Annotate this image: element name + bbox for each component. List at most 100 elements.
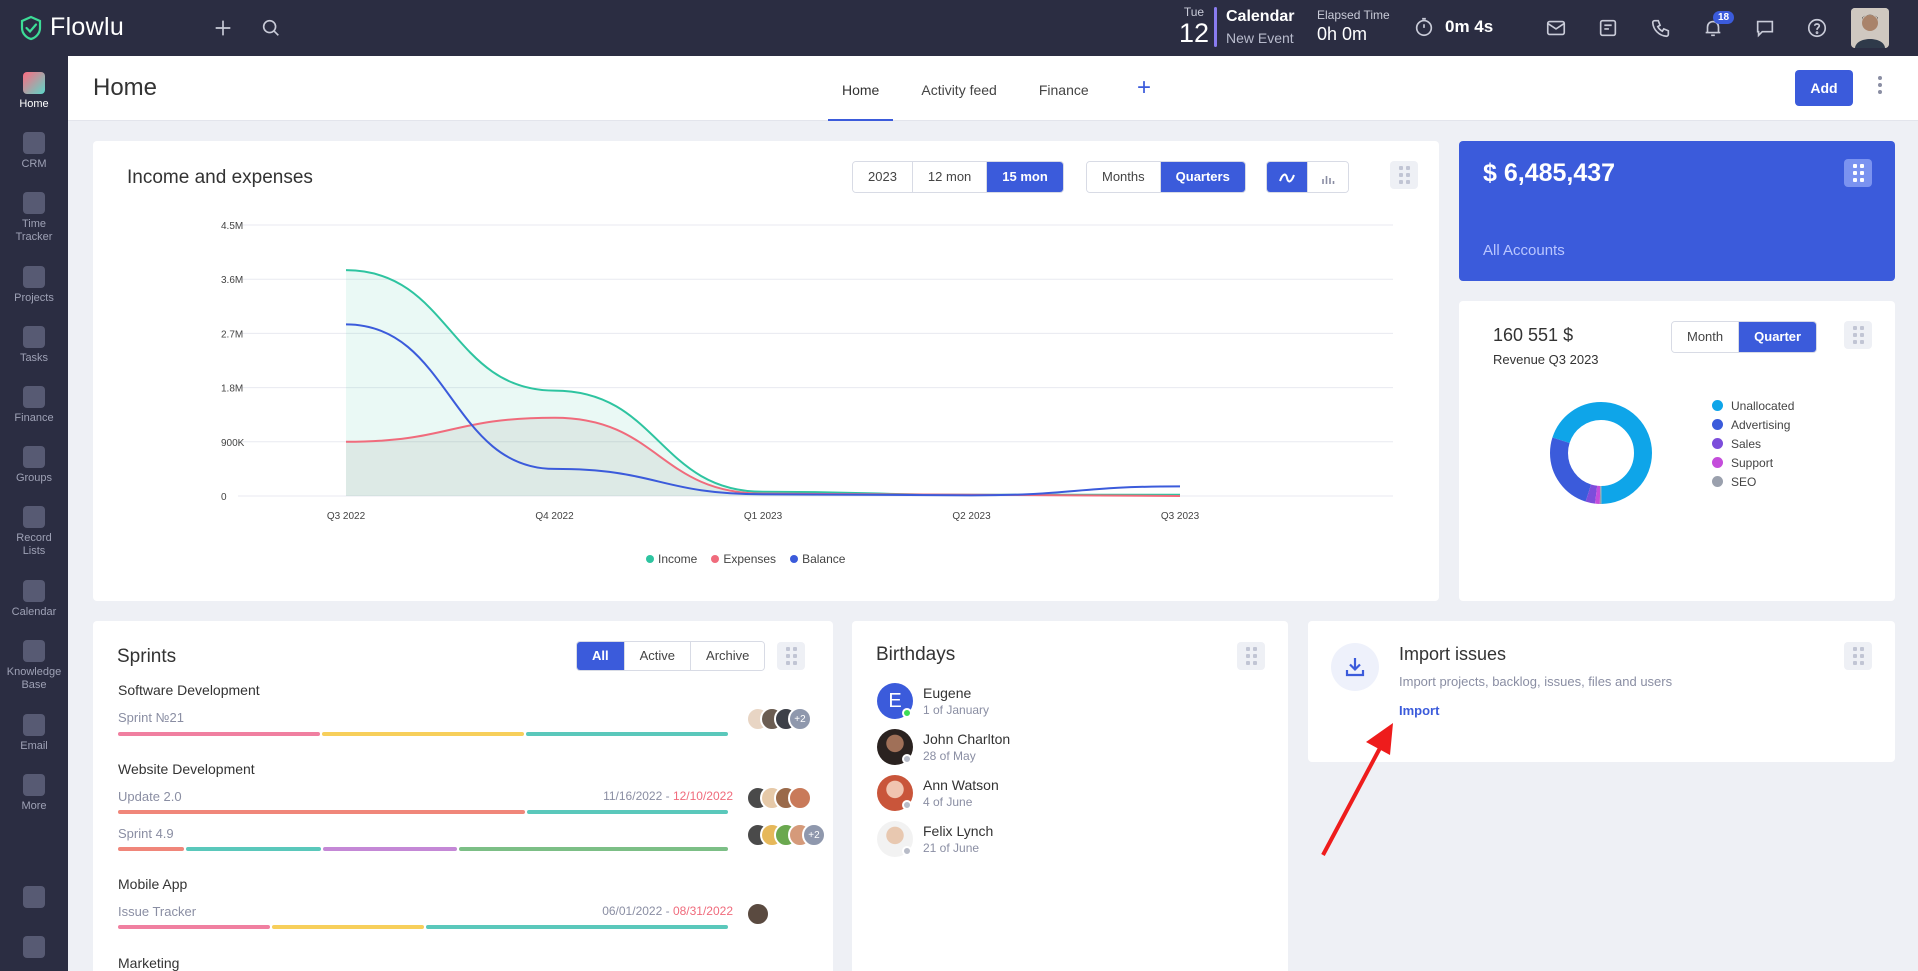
legend-unallocated[interactable]: Unallocated	[1712, 396, 1794, 415]
sidebar-item-groups[interactable]: Groups	[0, 446, 68, 485]
quarter-button[interactable]: Quarter	[1739, 322, 1817, 352]
plus-icon[interactable]	[210, 15, 236, 41]
legend-sales[interactable]: Sales	[1712, 434, 1794, 453]
sprint-link[interactable]: Sprint 4.9	[118, 826, 174, 841]
drag-handle-icon[interactable]	[1844, 159, 1872, 187]
add-tab-icon[interactable]: +	[1137, 74, 1152, 101]
new-event-link[interactable]: New Event	[1226, 30, 1294, 46]
x-tick-label: Q4 2022	[535, 511, 574, 522]
sprint-assignees[interactable]: +2	[746, 707, 812, 731]
elapsed-time: Elapsed Time 0h 0m	[1317, 8, 1390, 45]
tab-home[interactable]: Home	[828, 56, 894, 121]
balance-card[interactable]: $ 6,485,437 All Accounts	[1459, 141, 1895, 281]
period-12-mon-button[interactable]: 12 mon	[912, 162, 988, 192]
import-issues-description: Import projects, backlog, issues, files …	[1399, 674, 1673, 689]
sidebar-item-home[interactable]: Home	[0, 72, 68, 111]
import-link[interactable]: Import	[1399, 703, 1440, 718]
legend-support[interactable]: Support	[1712, 453, 1794, 472]
sprint-assignees[interactable]: +2	[746, 823, 826, 847]
bell-icon[interactable]	[1700, 15, 1726, 41]
birthday-date: 28 of May	[923, 749, 976, 763]
sidebar-item-crm[interactable]: CRM	[0, 132, 68, 171]
month-button[interactable]: Month	[1672, 322, 1740, 352]
more-options-icon[interactable]	[1878, 76, 1884, 97]
drag-handle-icon[interactable]	[777, 642, 805, 670]
notes-icon[interactable]	[1595, 15, 1621, 41]
phone-icon[interactable]	[1648, 15, 1674, 41]
mail-icon[interactable]	[1543, 15, 1569, 41]
support-icon	[23, 886, 45, 908]
sprint-assignees[interactable]	[746, 786, 812, 810]
search-icon[interactable]	[258, 15, 284, 41]
line-chart-icon[interactable]	[1267, 162, 1308, 192]
birthdays-title: Birthdays	[876, 644, 956, 665]
help-icon[interactable]	[1804, 15, 1830, 41]
sidebar-item-knowledge-base[interactable]: Knowledge Base	[0, 640, 68, 692]
sidebar-settings[interactable]	[0, 936, 68, 962]
sidebar-item-finance[interactable]: Finance	[0, 386, 68, 425]
date-weekday: Tue	[1183, 5, 1205, 19]
sidebar-item-record-lists[interactable]: Record Lists	[0, 506, 68, 558]
sidebar-item-email[interactable]: Email	[0, 714, 68, 753]
sprint-dates: 06/01/2022 - 08/31/2022	[602, 904, 733, 918]
tab-finance[interactable]: Finance	[1038, 82, 1089, 98]
birthday-item[interactable]: E Eugene 1 of January	[877, 683, 1077, 723]
quarters-button[interactable]: Quarters	[1160, 162, 1245, 192]
sidebar-item-calendar[interactable]: Calendar	[0, 580, 68, 619]
filter-archive-button[interactable]: Archive	[691, 642, 765, 670]
sprint-assignees[interactable]	[746, 902, 770, 926]
legend-balance[interactable]: Balance	[790, 552, 845, 566]
filter-all-button[interactable]: All	[577, 642, 625, 670]
birthday-item[interactable]: Ann Watson 4 of June	[877, 775, 1077, 815]
donut-slice-unallocated[interactable]	[1550, 402, 1652, 504]
sidebar-item-projects[interactable]: Projects	[0, 266, 68, 305]
calendar-widget[interactable]: Calendar New Event	[1226, 8, 1294, 46]
sprint-progress-bar	[118, 810, 728, 814]
sidebar-item-tasks[interactable]: Tasks	[0, 326, 68, 365]
drag-handle-icon[interactable]	[1390, 161, 1418, 189]
knowledge-base-icon	[23, 640, 45, 662]
sprint-link[interactable]: Issue Tracker	[118, 904, 197, 919]
y-tick-label: 4.5M	[221, 221, 243, 232]
legend-income[interactable]: Income	[646, 552, 697, 566]
email-icon	[23, 714, 45, 736]
sidebar-support[interactable]	[0, 886, 68, 912]
legend-seo[interactable]: SEO	[1712, 472, 1794, 491]
user-avatar[interactable]	[1851, 8, 1889, 48]
groups-icon	[23, 446, 45, 468]
legend-expenses[interactable]: Expenses	[711, 552, 776, 566]
filter-active-button[interactable]: Active	[624, 642, 692, 670]
period-2023-button[interactable]: 2023	[853, 162, 913, 192]
birthday-date: 4 of June	[923, 795, 973, 809]
donut-slice-advertising[interactable]	[1550, 402, 1652, 504]
period-15-mon-button[interactable]: 15 mon	[987, 162, 1063, 192]
sidebar-item-more[interactable]: More	[0, 774, 68, 813]
drag-handle-icon[interactable]	[1844, 321, 1872, 349]
sprint-group-title: Website Development	[118, 761, 255, 777]
drag-handle-icon[interactable]	[1844, 642, 1872, 670]
birthday-item[interactable]: Felix Lynch 21 of June	[877, 821, 1077, 861]
today-date[interactable]: Tue 12	[1172, 5, 1216, 47]
notifications-badge: 18	[1713, 11, 1735, 24]
legend-advertising[interactable]: Advertising	[1712, 415, 1794, 434]
import-issues-title: Import issues	[1399, 644, 1507, 664]
series-line-balance[interactable]	[345, 323, 1181, 497]
bar-chart-icon[interactable]	[1308, 162, 1348, 192]
add-button[interactable]: Add	[1795, 70, 1853, 106]
download-icon	[1331, 643, 1379, 691]
drag-handle-icon[interactable]	[1237, 642, 1265, 670]
months-button[interactable]: Months	[1087, 162, 1161, 192]
home-icon	[23, 72, 45, 94]
app-logo[interactable]: Flowlu	[18, 13, 124, 42]
income-expenses-card: Income and expenses 2023 12 mon 15 mon M…	[93, 141, 1439, 601]
birthday-item[interactable]: John Charlton 28 of May	[877, 729, 1077, 769]
chat-icon[interactable]	[1752, 15, 1778, 41]
donut-slice-seo[interactable]	[1550, 402, 1652, 504]
tab-activity-feed[interactable]: Activity feed	[921, 82, 997, 98]
sprint-link[interactable]: Update 2.0	[118, 789, 182, 804]
sidebar-item-time-tracker[interactable]: Time Tracker	[0, 192, 68, 244]
timer[interactable]: 0m 4s	[1413, 16, 1493, 38]
sprint-link[interactable]: Sprint №21	[118, 710, 184, 725]
series-area-expenses	[346, 417, 1180, 496]
sprint-progress-bar	[118, 925, 728, 929]
